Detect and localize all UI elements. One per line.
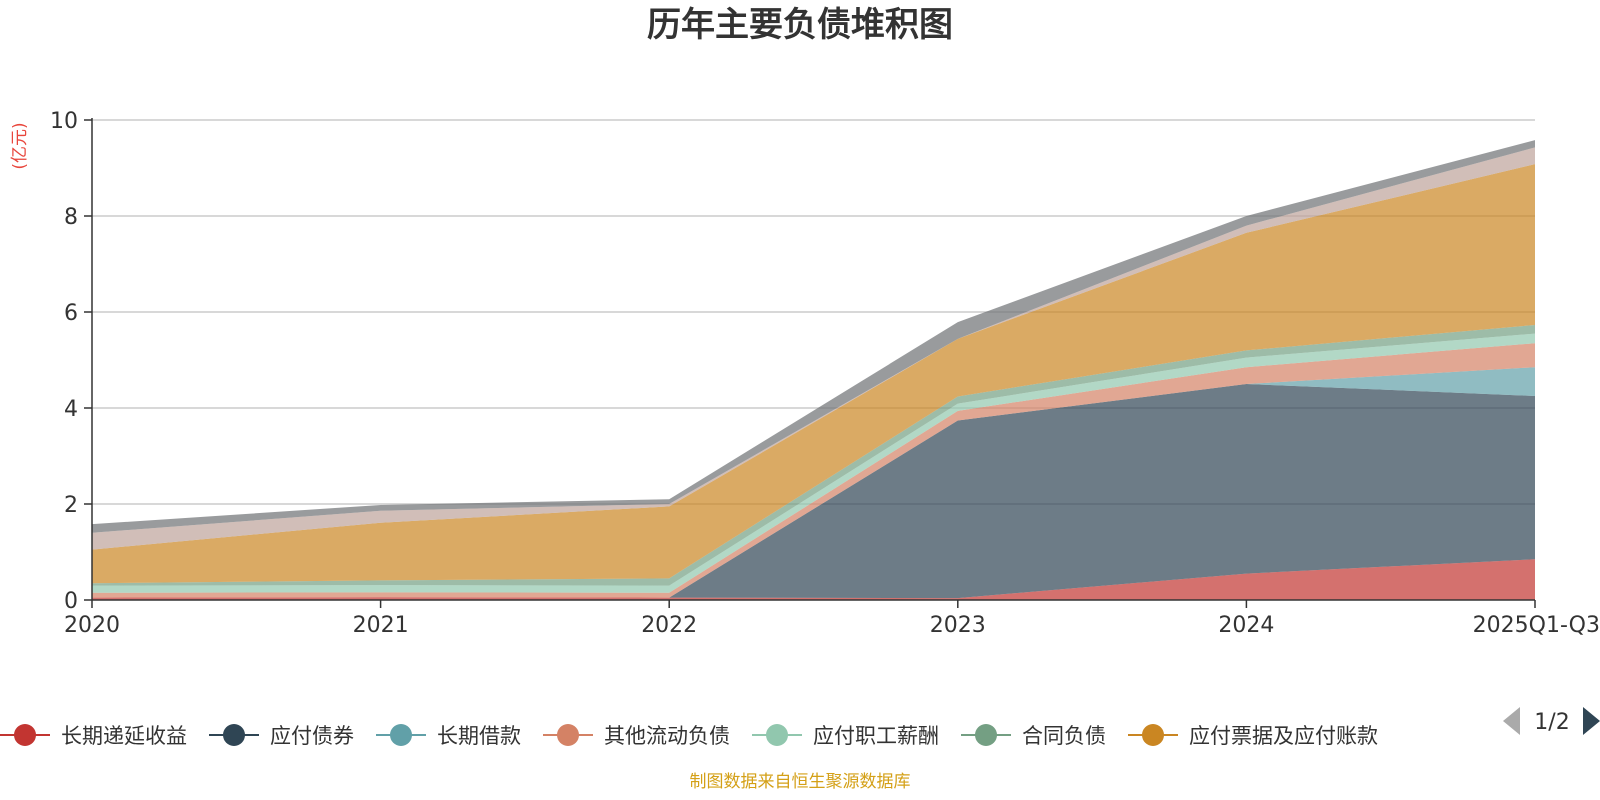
- y-axis-label: (亿元): [10, 122, 30, 169]
- legend-item[interactable]: 其他流动负债: [543, 724, 730, 748]
- area-series: [92, 140, 1535, 600]
- x-tick-label: 2020: [64, 613, 120, 638]
- legend-item[interactable]: 应付票据及应付账款: [1128, 724, 1378, 748]
- y-tick-label: 4: [64, 397, 78, 422]
- legend-item[interactable]: 应付债券: [209, 724, 354, 748]
- x-tick-label: 2024: [1218, 613, 1274, 638]
- x-tick-label: 2023: [930, 613, 986, 638]
- legend-marker: [975, 724, 997, 746]
- legend-marker: [14, 724, 36, 746]
- area-series-6: [92, 164, 1535, 584]
- area-series-3: [92, 343, 1535, 598]
- legend-marker: [1142, 724, 1164, 746]
- x-tick-label: 2025Q1-Q3: [1473, 613, 1600, 638]
- area-series-1: [92, 384, 1535, 599]
- legend: 长期递延收益 应付债券 长期借款 其他流动负债 应付职工薪酬 合同负债 应付票据及应付账款: [0, 724, 1378, 748]
- area-series-0: [92, 559, 1535, 600]
- legend-prev-page-icon[interactable]: [1503, 707, 1520, 735]
- data-source-note: 制图数据来自恒生聚源数据库: [690, 772, 911, 792]
- legend-label: 应付票据及应付账款: [1189, 724, 1378, 748]
- legend-label: 其他流动负债: [604, 724, 730, 748]
- legend-marker: [557, 724, 579, 746]
- x-tick-label: 2021: [353, 613, 409, 638]
- legend-next-page-icon[interactable]: [1583, 707, 1600, 735]
- y-tick-label: 2: [64, 493, 78, 518]
- legend-marker: [223, 724, 245, 746]
- y-tick-label: 8: [64, 205, 78, 230]
- y-tick-label: 0: [64, 589, 78, 614]
- legend-item[interactable]: 长期借款: [376, 724, 521, 748]
- legend-label: 长期借款: [437, 724, 521, 748]
- legend-pager: 1/2: [1503, 707, 1600, 735]
- y-tick-label: 6: [64, 301, 78, 326]
- area-series-8: [92, 140, 1535, 533]
- chart-title: 历年主要负债堆积图: [647, 5, 953, 45]
- legend-page-indicator: 1/2: [1534, 710, 1569, 735]
- legend-item[interactable]: 长期递延收益: [0, 724, 187, 748]
- legend-marker: [390, 724, 412, 746]
- x-tick-label: 2022: [641, 613, 697, 638]
- legend-item[interactable]: 合同负债: [961, 724, 1106, 748]
- legend-label: 应付职工薪酬: [813, 724, 939, 748]
- axes: 0 2 4 6 8 10 2020 2021 2022 2023 2024 2025Q1-Q3: [50, 109, 1600, 638]
- y-tick-label: 10: [50, 109, 78, 134]
- legend-item[interactable]: 应付职工薪酬: [752, 724, 939, 748]
- area-series-7: [92, 147, 1535, 550]
- legend-label: 合同负债: [1022, 724, 1106, 748]
- legend-label: 应付债券: [270, 724, 354, 748]
- legend-marker: [766, 724, 788, 746]
- legend-label: 长期递延收益: [61, 724, 187, 748]
